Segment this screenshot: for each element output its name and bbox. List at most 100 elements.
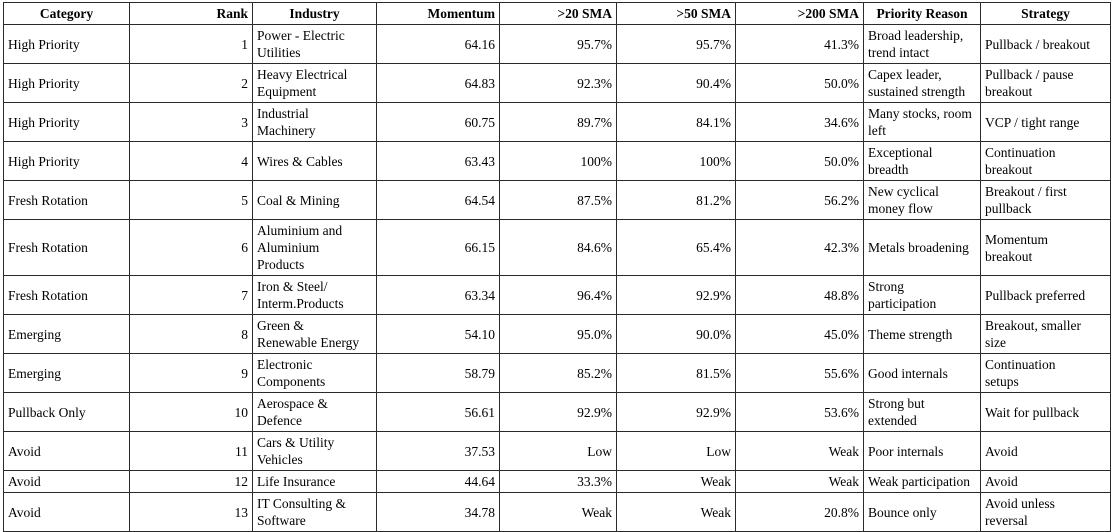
table-row: High Priority 4 Wires & Cables 63.43 100% 100… — [3, 141, 1111, 181]
cell-priority_reason: Strong but extended — [863, 392, 981, 432]
cell-sma50: Low — [616, 431, 736, 471]
cell-rank: 7 — [129, 275, 253, 315]
cell-strategy: Pullback / pause breakout — [980, 63, 1111, 103]
table-row: Avoid 12 Life Insurance 44.64 33.3% Weak Weak W… — [3, 470, 1111, 493]
cell-priority_reason: Exceptional breadth — [863, 141, 981, 181]
table-row: Fresh Rotation 6 Aluminium and Aluminium P… — [3, 219, 1111, 276]
cell-sma50: 92.9% — [616, 275, 736, 315]
cell-momentum: 64.83 — [376, 63, 500, 103]
cell-strategy: Continuation breakout — [980, 141, 1111, 181]
cell-priority_reason: Poor internals — [863, 431, 981, 471]
cell-strategy: Momentum breakout — [980, 219, 1111, 276]
cell-rank: 1 — [129, 24, 253, 64]
cell-momentum: 56.61 — [376, 392, 500, 432]
column-header-sma20: >20 SMA — [499, 2, 617, 25]
cell-sma20: 95.7% — [499, 24, 617, 64]
cell-sma50: 81.5% — [616, 353, 736, 393]
table-row: Fresh Rotation 7 Iron & Steel/ Interm.Prod… — [3, 275, 1111, 315]
cell-sma20: Weak — [499, 492, 617, 532]
column-header-priority_reason: Priority Reason — [863, 2, 981, 25]
cell-strategy: Continuation setups — [980, 353, 1111, 393]
cell-momentum: 58.79 — [376, 353, 500, 393]
cell-sma200: 53.6% — [735, 392, 864, 432]
cell-rank: 11 — [129, 431, 253, 471]
cell-sma200: 55.6% — [735, 353, 864, 393]
cell-momentum: 64.16 — [376, 24, 500, 64]
cell-strategy: Pullback preferred — [980, 275, 1111, 315]
cell-category: High Priority — [3, 24, 130, 64]
cell-sma200: 56.2% — [735, 180, 864, 220]
cell-strategy: Avoid — [980, 431, 1111, 471]
cell-momentum: 60.75 — [376, 102, 500, 142]
cell-industry: Heavy Electrical Equipment — [252, 63, 377, 103]
cell-category: High Priority — [3, 102, 130, 142]
cell-industry: Aerospace & Defence — [252, 392, 377, 432]
table-row: Fresh Rotation 5 Coal & Mining 64.54 87.5% 81… — [3, 180, 1111, 220]
cell-rank: 3 — [129, 102, 253, 142]
cell-sma20: Low — [499, 431, 617, 471]
cell-sma50: Weak — [616, 492, 736, 532]
cell-industry: Electronic Components — [252, 353, 377, 393]
cell-sma20: 33.3% — [499, 470, 617, 493]
cell-category: Avoid — [3, 470, 130, 493]
cell-rank: 13 — [129, 492, 253, 532]
column-header-sma50: >50 SMA — [616, 2, 736, 25]
cell-priority_reason: Weak participation — [863, 470, 981, 493]
cell-momentum: 66.15 — [376, 219, 500, 276]
cell-sma200: 41.3% — [735, 24, 864, 64]
cell-category: Avoid — [3, 431, 130, 471]
cell-category: Fresh Rotation — [3, 219, 130, 276]
cell-industry: Aluminium and Aluminium Products — [252, 219, 377, 276]
cell-industry: Wires & Cables — [252, 141, 377, 181]
cell-sma20: 84.6% — [499, 219, 617, 276]
table-row: Avoid 13 IT Consulting & Software 34.78 Weak… — [3, 492, 1111, 532]
cell-category: Pullback Only — [3, 392, 130, 432]
cell-priority_reason: Capex leader, sustained strength — [863, 63, 981, 103]
cell-priority_reason: Bounce only — [863, 492, 981, 532]
cell-strategy: VCP / tight range — [980, 102, 1111, 142]
cell-priority_reason: Good internals — [863, 353, 981, 393]
column-header-momentum: Momentum — [376, 2, 500, 25]
cell-sma20: 85.2% — [499, 353, 617, 393]
cell-priority_reason: Strong participation — [863, 275, 981, 315]
table-body: High Priority 1 Power - Electric Utilities… — [3, 24, 1111, 532]
cell-category: Emerging — [3, 353, 130, 393]
cell-momentum: 63.34 — [376, 275, 500, 315]
cell-rank: 10 — [129, 392, 253, 432]
cell-rank: 5 — [129, 180, 253, 220]
cell-category: Fresh Rotation — [3, 275, 130, 315]
cell-industry: Industrial Machinery — [252, 102, 377, 142]
cell-sma20: 92.9% — [499, 392, 617, 432]
cell-sma50: 81.2% — [616, 180, 736, 220]
cell-sma200: 48.8% — [735, 275, 864, 315]
cell-sma200: 50.0% — [735, 63, 864, 103]
cell-priority_reason: New cyclical money flow — [863, 180, 981, 220]
cell-priority_reason: Many stocks, room left — [863, 102, 981, 142]
cell-sma50: 65.4% — [616, 219, 736, 276]
cell-sma200: 34.6% — [735, 102, 864, 142]
column-header-sma200: >200 SMA — [735, 2, 864, 25]
table-row: Emerging 9 Electronic Components 58.79 85.2%… — [3, 353, 1111, 393]
cell-sma50: 92.9% — [616, 392, 736, 432]
cell-rank: 4 — [129, 141, 253, 181]
cell-category: Emerging — [3, 314, 130, 354]
cell-strategy: Breakout / first pullback — [980, 180, 1111, 220]
cell-rank: 9 — [129, 353, 253, 393]
table-row: Pullback Only 10 Aerospace & Defence 56.61 9… — [3, 392, 1111, 432]
cell-momentum: 54.10 — [376, 314, 500, 354]
cell-rank: 6 — [129, 219, 253, 276]
cell-industry: Coal & Mining — [252, 180, 377, 220]
cell-strategy: Breakout, smaller size — [980, 314, 1111, 354]
table-row: Avoid 11 Cars & Utility Vehicles 37.53 Low Lo… — [3, 431, 1111, 471]
cell-sma20: 87.5% — [499, 180, 617, 220]
cell-sma20: 92.3% — [499, 63, 617, 103]
cell-strategy: Avoid — [980, 470, 1111, 493]
cell-sma200: Weak — [735, 470, 864, 493]
column-header-strategy: Strategy — [980, 2, 1111, 25]
cell-industry: Cars & Utility Vehicles — [252, 431, 377, 471]
header-row: Category Rank Industry Momentum >20 SMA >50 S… — [3, 2, 1111, 25]
table-row: High Priority 3 Industrial Machinery 60.75 8… — [3, 102, 1111, 142]
cell-priority_reason: Broad leadership, trend intact — [863, 24, 981, 64]
cell-sma50: 90.0% — [616, 314, 736, 354]
